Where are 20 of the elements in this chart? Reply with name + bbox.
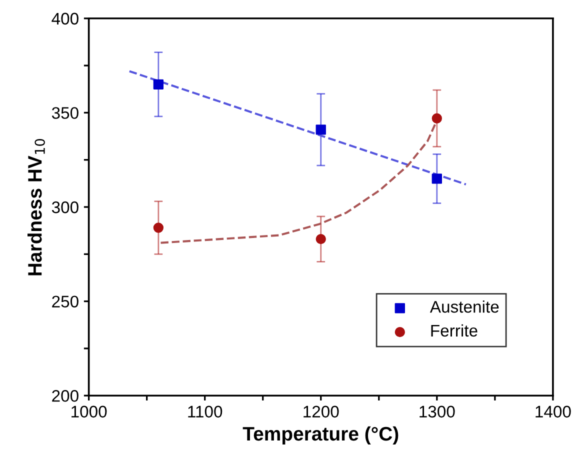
x-tick-label: 1000 [72, 406, 107, 418]
point [316, 234, 326, 244]
x-tick-label: 1100 [188, 406, 222, 418]
x-tick-label: 1400 [536, 406, 571, 418]
x-tick-label: 1200 [304, 406, 339, 418]
point [153, 222, 164, 233]
y-axis-title: Hardness HV$_{10}$ [28, 138, 45, 276]
point [432, 113, 442, 124]
point [316, 124, 326, 135]
x-axis-title: Temperature (°C) [242, 426, 398, 445]
legend-label: Austenite [430, 300, 499, 313]
y-tick-label: 400 [52, 12, 78, 25]
legend-label: Ferrite [431, 324, 478, 337]
point [432, 174, 442, 184]
point [153, 79, 164, 90]
x-tick-label: 1300 [420, 406, 455, 418]
y-tick-label: 200 [52, 390, 78, 402]
y-tick-label: 250 [52, 296, 78, 308]
y-tick-label: 300 [52, 201, 78, 214]
y-tick-label: 350 [52, 107, 78, 119]
